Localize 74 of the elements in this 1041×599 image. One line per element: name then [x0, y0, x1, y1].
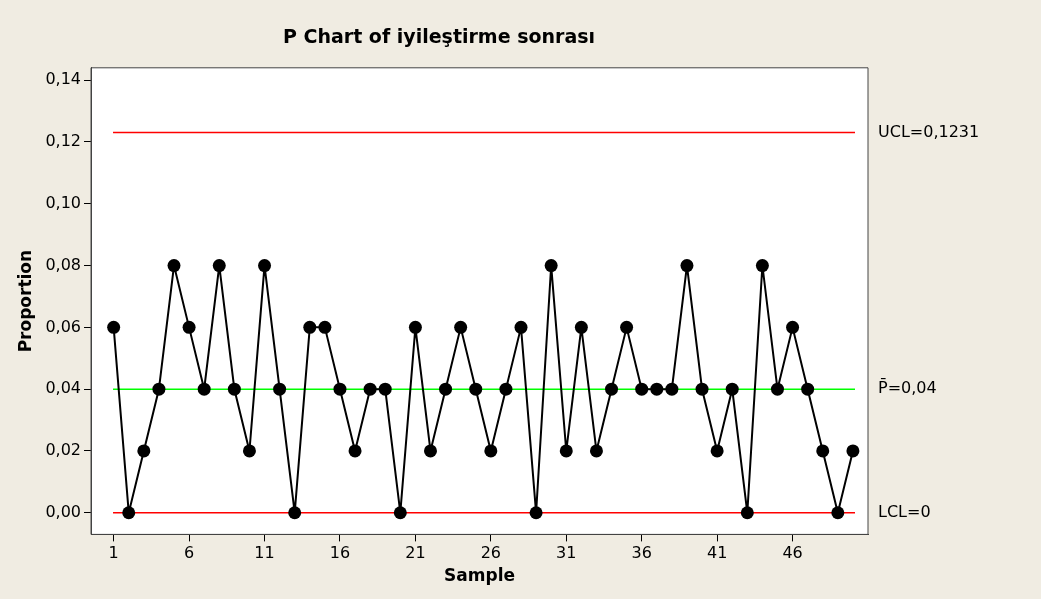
- point: [620, 320, 634, 334]
- point: [348, 444, 362, 458]
- point: [846, 444, 860, 458]
- y-tick-label: 0,08: [45, 254, 82, 274]
- x-tick-label: 26: [480, 543, 502, 563]
- point: [589, 444, 603, 458]
- point: [665, 382, 679, 396]
- x-tick-label: 11: [254, 543, 275, 563]
- point: [710, 444, 724, 458]
- point: [755, 259, 769, 273]
- point: [605, 382, 619, 396]
- x-tick-label: 6: [184, 543, 195, 563]
- point: [333, 382, 347, 396]
- y-axis-title: Proportion: [14, 249, 35, 353]
- point: [725, 382, 739, 396]
- x-tick-label: 21: [405, 543, 426, 563]
- ref-line-label: LCL=0: [878, 501, 931, 521]
- point: [137, 444, 151, 458]
- point: [786, 320, 800, 334]
- y-tick-label: 0,10: [45, 192, 82, 212]
- point: [363, 382, 377, 396]
- x-tick-label: 46: [782, 543, 803, 563]
- point: [544, 259, 558, 273]
- point: [559, 444, 573, 458]
- point: [122, 506, 136, 520]
- point: [408, 320, 422, 334]
- point: [574, 320, 588, 334]
- point: [831, 506, 845, 520]
- y-tick-label: 0,02: [45, 440, 82, 460]
- x-axis-title: Sample: [444, 565, 515, 586]
- y-tick-label: 0,06: [45, 316, 82, 336]
- point: [303, 320, 317, 334]
- x-tick-label: 31: [556, 543, 577, 563]
- point: [107, 320, 121, 334]
- x-tick-label: 36: [631, 543, 652, 563]
- point: [529, 506, 543, 520]
- ref-line-label: UCL=0,1231: [878, 121, 980, 141]
- point: [801, 382, 815, 396]
- point: [514, 320, 528, 334]
- point: [212, 259, 226, 273]
- chart-title: P Chart of iyileştirme sonrası: [282, 25, 596, 48]
- point: [152, 382, 166, 396]
- point: [258, 259, 272, 273]
- point: [273, 382, 287, 396]
- point: [816, 444, 830, 458]
- point: [635, 382, 649, 396]
- y-tick-label: 0,04: [45, 378, 82, 398]
- point: [740, 506, 754, 520]
- point: [469, 382, 483, 396]
- point: [242, 444, 256, 458]
- y-tick-label: 0,00: [45, 501, 82, 521]
- point: [167, 259, 181, 273]
- point: [650, 382, 664, 396]
- point: [484, 444, 498, 458]
- point: [499, 382, 513, 396]
- point: [454, 320, 468, 334]
- point: [695, 382, 709, 396]
- point: [288, 506, 302, 520]
- y-tick-label: 0,14: [45, 69, 82, 89]
- ref-line-label: P̄=0,04: [878, 378, 937, 398]
- point: [770, 382, 784, 396]
- x-tick-label: 1: [108, 543, 119, 563]
- point: [439, 382, 453, 396]
- point: [227, 382, 241, 396]
- y-tick-label: 0,12: [45, 131, 82, 151]
- point: [423, 444, 437, 458]
- x-tick-label: 16: [329, 543, 351, 563]
- point: [197, 382, 211, 396]
- point: [393, 506, 407, 520]
- point: [318, 320, 332, 334]
- x-tick-label: 41: [706, 543, 728, 563]
- point: [680, 259, 694, 273]
- point: [182, 320, 196, 334]
- point: [378, 382, 392, 396]
